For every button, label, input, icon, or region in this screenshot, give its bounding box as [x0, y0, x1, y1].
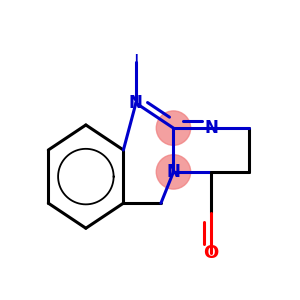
Text: N: N [167, 163, 180, 181]
Text: |: | [133, 54, 139, 70]
Text: N: N [129, 94, 143, 112]
Text: N: N [204, 119, 218, 137]
Text: O: O [203, 244, 219, 262]
Circle shape [156, 111, 191, 145]
Circle shape [156, 155, 191, 189]
